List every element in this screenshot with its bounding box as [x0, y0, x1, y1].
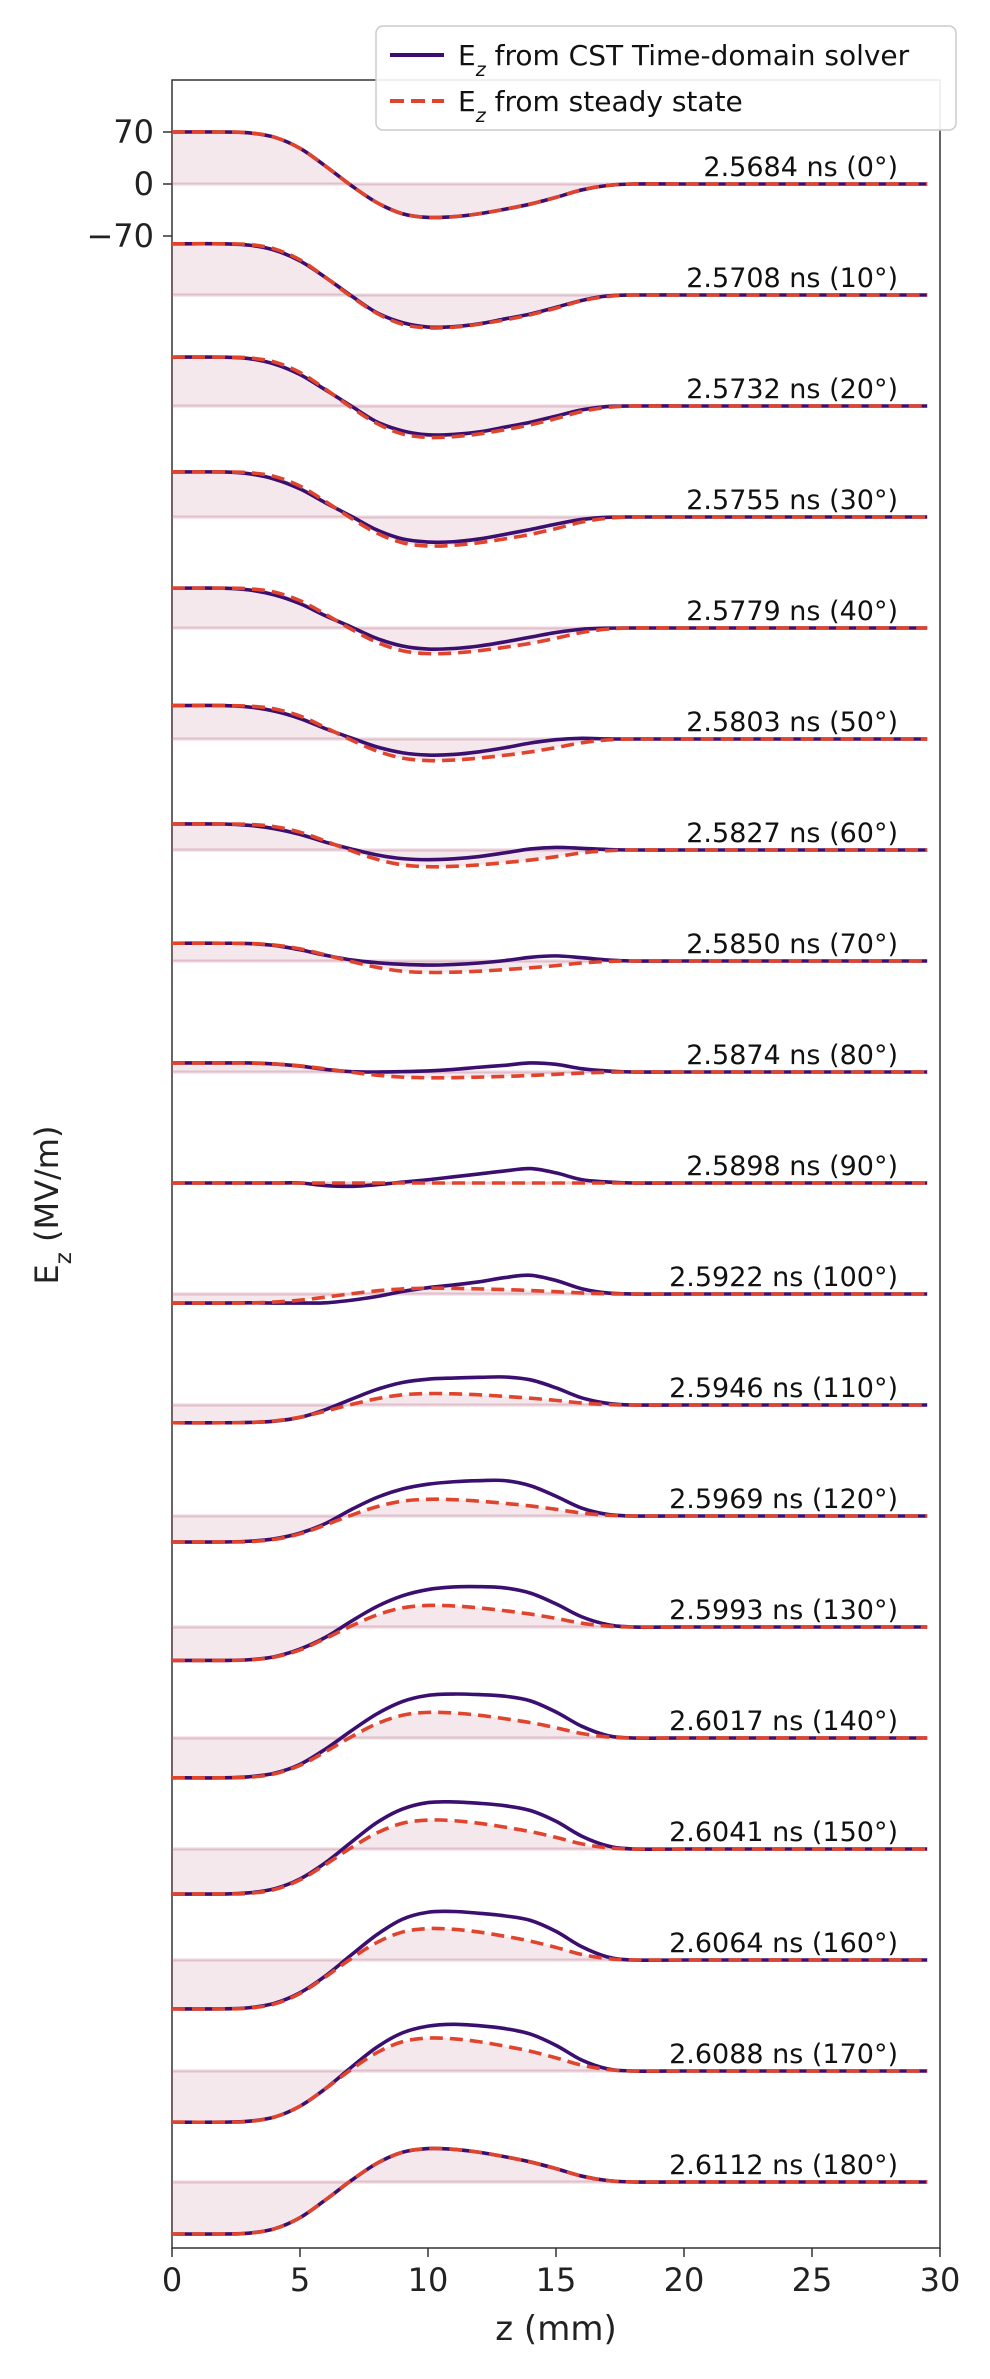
steady-curve-5 — [171, 703, 928, 763]
steady-curve-0 — [171, 130, 928, 220]
steady-curve-6 — [171, 822, 928, 869]
x-tick-label-4: 20 — [664, 2261, 705, 2299]
y-axis: 70 0 −70 — [86, 113, 172, 255]
steady-curve-13 — [171, 1603, 928, 1663]
legend-steady-sub: z — [475, 105, 487, 127]
field-fill-12 — [172, 1499, 928, 1543]
steady-curve-17 — [171, 2036, 928, 2125]
steady-curve-3 — [171, 470, 928, 548]
field-fill-7 — [172, 943, 928, 973]
trace-label-6: 2.5827 ns (60°) — [686, 818, 898, 849]
steady-curve-8 — [171, 1061, 928, 1080]
field-fill-3 — [172, 471, 928, 547]
trace-label-9: 2.5898 ns (90°) — [686, 1151, 898, 1182]
trace-label-2: 2.5732 ns (20°) — [686, 374, 898, 405]
steady-curve-16 — [171, 1926, 928, 2011]
y-tick-label-1: 0 — [134, 165, 154, 203]
trace-label-0: 2.5684 ns (0°) — [703, 152, 898, 183]
y-axis-label-sub: z — [51, 1252, 77, 1264]
trace-label-11: 2.5946 ns (110°) — [669, 1373, 898, 1404]
x-tick-label-0: 0 — [162, 2261, 182, 2299]
trace-label-18: 2.6112 ns (180°) — [669, 2150, 898, 2181]
field-fill-2 — [172, 357, 928, 438]
x-axis: 0 5 10 15 20 25 30 — [162, 2248, 961, 2299]
legend-label-steady: Ez from steady state — [458, 85, 743, 127]
trace-label-17: 2.6088 ns (170°) — [669, 2039, 898, 2070]
trace-label-1: 2.5708 ns (10°) — [686, 263, 898, 294]
legend: Ez from CST Time-domain solver Ez from s… — [375, 25, 957, 131]
trace-label-5: 2.5803 ns (50°) — [686, 707, 898, 738]
steady-curve-7 — [171, 941, 928, 975]
field-fill-4 — [172, 588, 928, 654]
trace-label-13: 2.5993 ns (130°) — [669, 1595, 898, 1626]
trace-label-15: 2.6041 ns (150°) — [669, 1817, 898, 1848]
steady-curve-14 — [171, 1710, 928, 1780]
x-tick-label-2: 10 — [408, 2261, 449, 2299]
cst-curve-5 — [171, 703, 928, 757]
y-tick-label-2: −70 — [86, 217, 154, 255]
trace-label-layer: 2.5684 ns (0°) 2.5708 ns (10°) 2.5732 ns (… — [669, 152, 898, 2181]
trace-label-8: 2.5874 ns (80°) — [686, 1040, 898, 1071]
field-fill-5 — [172, 705, 928, 761]
field-fill-6 — [172, 823, 928, 867]
steady-curve-4 — [171, 586, 928, 656]
x-tick-label-5: 25 — [792, 2261, 833, 2299]
y-axis-label-unit: (MV/m) — [28, 1126, 66, 1253]
steady-curve-2 — [171, 355, 928, 440]
y-tick-label-0: 70 — [113, 113, 154, 151]
legend-box — [375, 25, 957, 131]
trace-label-12: 2.5969 ns (120°) — [669, 1484, 898, 1515]
field-fill-0 — [172, 131, 928, 218]
steady-curve-18 — [171, 2146, 928, 2236]
legend-steady-main: E — [458, 85, 476, 118]
cst-curve-6 — [171, 822, 928, 862]
trace-label-16: 2.6064 ns (160°) — [669, 1928, 898, 1959]
legend-cst-main: E — [458, 39, 476, 72]
x-tick-label-6: 30 — [920, 2261, 961, 2299]
x-axis-label: z (mm) — [495, 2309, 616, 2349]
legend-steady-rest: from steady state — [486, 85, 743, 118]
steady-curve-15 — [171, 1818, 928, 1896]
field-fill-16 — [172, 1928, 928, 2009]
field-fill-1 — [172, 243, 928, 329]
field-fill-18 — [172, 2148, 928, 2235]
trace-label-7: 2.5850 ns (70°) — [686, 929, 898, 960]
steady-curve-11 — [171, 1391, 928, 1425]
legend-label-cst: Ez from CST Time-domain solver — [458, 39, 910, 81]
steady-curve-1 — [171, 241, 928, 330]
line-layer — [171, 130, 928, 2236]
legend-cst-sub: z — [475, 59, 487, 81]
y-axis-label-main: E — [28, 1264, 66, 1284]
field-fill-13 — [172, 1605, 928, 1661]
fill-layer — [172, 131, 928, 2235]
field-fill-17 — [172, 2037, 928, 2123]
field-fill-15 — [172, 1819, 928, 1895]
cst-curve-13 — [171, 1584, 928, 1663]
cst-curve-12 — [171, 1478, 928, 1544]
x-tick-label-1: 5 — [290, 2261, 310, 2299]
trace-label-4: 2.5779 ns (40°) — [686, 596, 898, 627]
trace-label-14: 2.6017 ns (140°) — [669, 1706, 898, 1737]
trace-label-3: 2.5755 ns (30°) — [686, 485, 898, 516]
legend-cst-rest: from CST Time-domain solver — [486, 39, 910, 72]
y-axis-label: Ez (MV/m) — [28, 1126, 77, 1285]
field-fill-14 — [172, 1712, 928, 1778]
field-fill-11 — [172, 1393, 928, 1423]
steady-curve-10 — [171, 1286, 928, 1305]
steady-curve-12 — [171, 1497, 928, 1544]
trace-label-10: 2.5922 ns (100°) — [669, 1262, 898, 1293]
x-tick-label-3: 15 — [536, 2261, 577, 2299]
